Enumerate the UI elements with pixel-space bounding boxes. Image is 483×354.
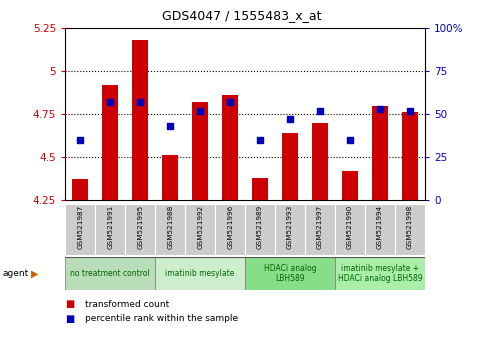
Point [76, 137, 84, 143]
Text: percentile rank within the sample: percentile rank within the sample [85, 314, 238, 323]
Bar [222, 95, 239, 200]
Bar [335, 204, 365, 255]
Text: GSM521988: GSM521988 [167, 205, 173, 249]
Text: HDACi analog
LBH589: HDACi analog LBH589 [264, 264, 316, 283]
Bar [372, 105, 388, 200]
Bar [402, 113, 418, 200]
Text: agent: agent [2, 269, 28, 278]
Bar [365, 204, 395, 255]
Text: GSM521987: GSM521987 [77, 205, 83, 249]
Text: GSM521990: GSM521990 [347, 205, 353, 249]
Bar [215, 204, 245, 255]
Bar [155, 204, 185, 255]
Text: GSM521989: GSM521989 [257, 205, 263, 249]
Bar [342, 171, 358, 200]
Bar [155, 257, 245, 290]
Bar [102, 85, 118, 200]
Bar [282, 133, 298, 200]
Point [346, 137, 354, 143]
Text: GSM521998: GSM521998 [407, 205, 413, 249]
Text: GDS4047 / 1555483_x_at: GDS4047 / 1555483_x_at [162, 9, 321, 22]
Point [196, 108, 204, 114]
Bar [65, 204, 95, 255]
Point [376, 106, 384, 112]
Bar [335, 257, 425, 290]
Text: GSM521997: GSM521997 [317, 205, 323, 249]
Point [106, 99, 114, 105]
Point [286, 116, 294, 122]
Text: GSM521991: GSM521991 [107, 205, 113, 249]
Point [406, 108, 414, 114]
Bar [192, 102, 208, 200]
Bar [125, 204, 155, 255]
Text: GSM521994: GSM521994 [377, 205, 383, 249]
Bar [185, 204, 215, 255]
Bar [275, 204, 305, 255]
Bar [72, 179, 88, 200]
Point [316, 108, 324, 114]
Text: GSM521993: GSM521993 [287, 205, 293, 249]
Text: imatinib mesylate +
HDACi analog LBH589: imatinib mesylate + HDACi analog LBH589 [338, 264, 422, 283]
Text: ■: ■ [65, 299, 74, 309]
Point [136, 99, 144, 105]
Text: imatinib mesylate: imatinib mesylate [166, 269, 235, 278]
Bar [312, 123, 328, 200]
Bar [162, 155, 178, 200]
Text: ■: ■ [65, 314, 74, 324]
Text: ▶: ▶ [31, 268, 39, 279]
Bar [395, 204, 425, 255]
Text: transformed count: transformed count [85, 300, 169, 309]
Bar [252, 178, 269, 200]
Bar [95, 204, 125, 255]
Bar [132, 40, 148, 200]
Point [166, 123, 174, 129]
Text: GSM521995: GSM521995 [137, 205, 143, 249]
Bar [245, 257, 335, 290]
Bar [65, 257, 155, 290]
Point [256, 137, 264, 143]
Bar [245, 204, 275, 255]
Text: no treatment control: no treatment control [71, 269, 150, 278]
Text: GSM521996: GSM521996 [227, 205, 233, 249]
Point [226, 99, 234, 105]
Text: GSM521992: GSM521992 [197, 205, 203, 249]
Bar [305, 204, 335, 255]
